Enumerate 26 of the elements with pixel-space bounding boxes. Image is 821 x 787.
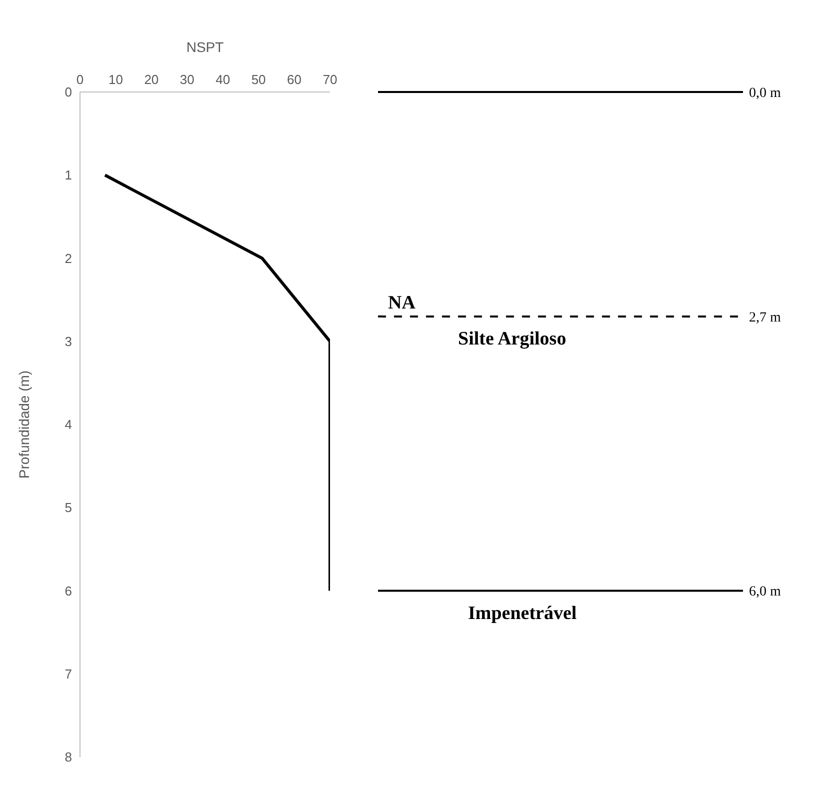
ref-line-label: 0,0 m [749, 86, 781, 101]
annotation: Silte Argiloso [458, 328, 566, 350]
y-tick-label: 1 [64, 168, 72, 183]
y-tick-label: 5 [64, 500, 72, 516]
y-tick-label: 4 [64, 417, 72, 432]
x-tick-label: 40 [216, 72, 230, 87]
y-tick-label: 3 [64, 334, 72, 349]
annotation: Impenetrável [468, 602, 577, 624]
y-tick-label: 7 [64, 666, 72, 682]
ref-line-label: 6,0 m [749, 584, 781, 600]
y-tick-label: 0 [64, 84, 72, 100]
x-tick-label: 0 [76, 72, 84, 87]
x-tick-label: 20 [144, 72, 159, 87]
y-tick-label: 6 [64, 583, 72, 598]
y-tick-label: 2 [64, 250, 72, 266]
x-tick-label: 50 [251, 72, 266, 87]
y-axis-title: Profundidade (m) [16, 370, 32, 479]
x-tick-label: 10 [108, 72, 123, 87]
x-axis-title: NSPT [186, 38, 224, 55]
x-tick-label: 30 [180, 72, 194, 87]
annotation: NA [388, 292, 416, 314]
x-tick-label: 60 [287, 72, 302, 87]
line-series [104, 174, 330, 592]
x-tick-label: 70 [322, 72, 338, 87]
ref-line-label: 2,7 m [749, 310, 781, 326]
y-tick-label: 8 [64, 750, 72, 765]
